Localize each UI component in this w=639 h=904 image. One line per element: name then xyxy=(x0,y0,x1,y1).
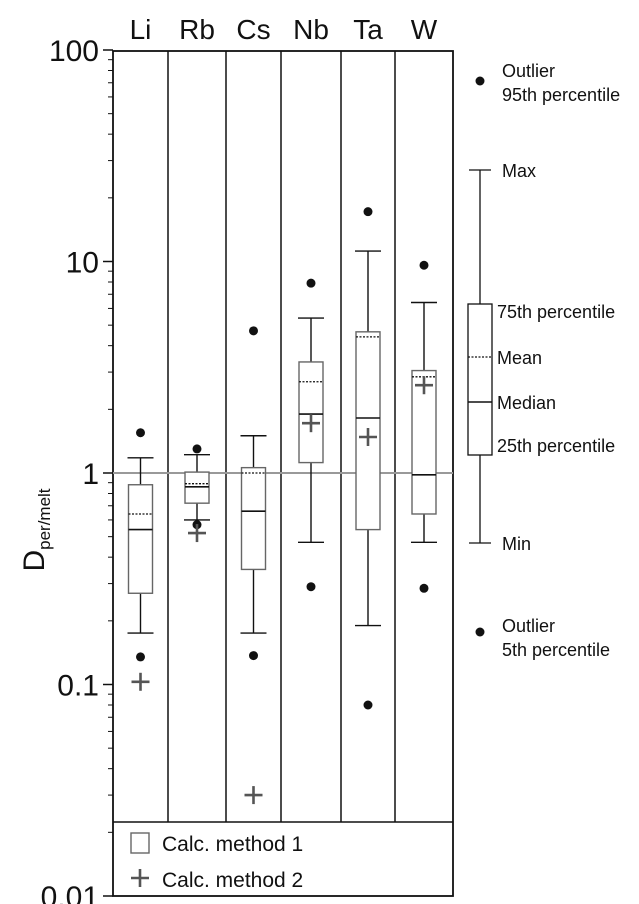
y-tick-label: 10 xyxy=(66,247,99,280)
legend-label-method-2: Calc. method 2 xyxy=(162,869,303,892)
outlier-low-point xyxy=(136,652,145,662)
category-label-w: W xyxy=(411,14,438,45)
y-axis: 0.01 0.1 1 10 100 Dper/melt xyxy=(18,35,113,904)
plot-frame xyxy=(112,50,454,897)
method2-point-w xyxy=(415,376,433,395)
boxes-layer xyxy=(127,207,437,805)
box-rb xyxy=(184,444,210,530)
box-key: Outlier 95th percentile Max 75th percentile… xyxy=(467,61,620,660)
key-outlier-high-point xyxy=(475,76,485,86)
box-li xyxy=(127,428,154,662)
key-outlier-high-sublabel: 95th percentile xyxy=(502,85,620,105)
interquartile-box xyxy=(240,466,267,571)
legend-plus-symbol xyxy=(131,869,149,887)
key-median-label: Median xyxy=(497,393,556,413)
category-label-li: Li xyxy=(130,14,152,45)
outlier-high-point xyxy=(306,278,316,288)
category-label-cs: Cs xyxy=(236,14,270,45)
key-outlier-low-label: Outlier xyxy=(502,616,555,636)
legend-label-method-1: Calc. method 1 xyxy=(162,833,303,856)
y-axis-label-subscript: per/melt xyxy=(35,488,54,550)
outlier-high-point xyxy=(419,260,429,270)
interquartile-box xyxy=(411,369,437,515)
method2-point-rb xyxy=(188,524,206,543)
category-label-nb: Nb xyxy=(293,14,329,45)
method2-point-ta xyxy=(359,427,377,446)
method2-point-nb xyxy=(302,414,320,433)
legend: Calc. method 1 Calc. method 2 xyxy=(130,832,303,892)
legend-box-symbol xyxy=(130,832,150,854)
key-outlier-low-point xyxy=(475,627,485,637)
category-label-ta: Ta xyxy=(353,14,383,45)
outlier-high-point xyxy=(136,428,145,438)
method2-point-cs xyxy=(244,786,263,805)
y-tick-label: 0.1 xyxy=(57,670,99,703)
key-max-label: Max xyxy=(502,161,536,181)
outlier-low-point xyxy=(419,583,429,593)
key-outlier-low-sublabel: 5th percentile xyxy=(502,640,610,660)
y-tick-label: 100 xyxy=(49,35,99,68)
key-outlier-high-label: Outlier xyxy=(502,61,555,81)
y-axis-label-main: D xyxy=(18,550,51,572)
outlier-low-point xyxy=(249,651,258,661)
y-axis-label: Dper/melt xyxy=(18,488,54,571)
outlier-high-point xyxy=(192,444,202,454)
y-tick-label: 0.01 xyxy=(41,881,99,904)
y-tick-label: 1 xyxy=(82,458,99,491)
outlier-high-point xyxy=(249,326,258,336)
interquartile-box xyxy=(298,361,324,464)
interquartile-box xyxy=(127,484,154,594)
box-cs xyxy=(240,326,267,661)
key-q1-label: 25th percentile xyxy=(497,436,615,456)
category-label-rb: Rb xyxy=(179,14,215,45)
outlier-low-point xyxy=(363,700,373,710)
category-labels: Li Rb Cs Nb Ta W xyxy=(130,14,438,45)
outlier-high-point xyxy=(363,207,373,217)
key-mean-label: Mean xyxy=(497,348,542,368)
key-q3-label: 75th percentile xyxy=(497,302,615,322)
box-ta xyxy=(355,207,381,710)
method2-point-li xyxy=(131,672,150,691)
key-box xyxy=(467,303,493,456)
box-nb xyxy=(298,278,324,592)
outlier-low-point xyxy=(306,582,316,592)
key-min-label: Min xyxy=(502,534,531,554)
box-w xyxy=(411,260,437,593)
